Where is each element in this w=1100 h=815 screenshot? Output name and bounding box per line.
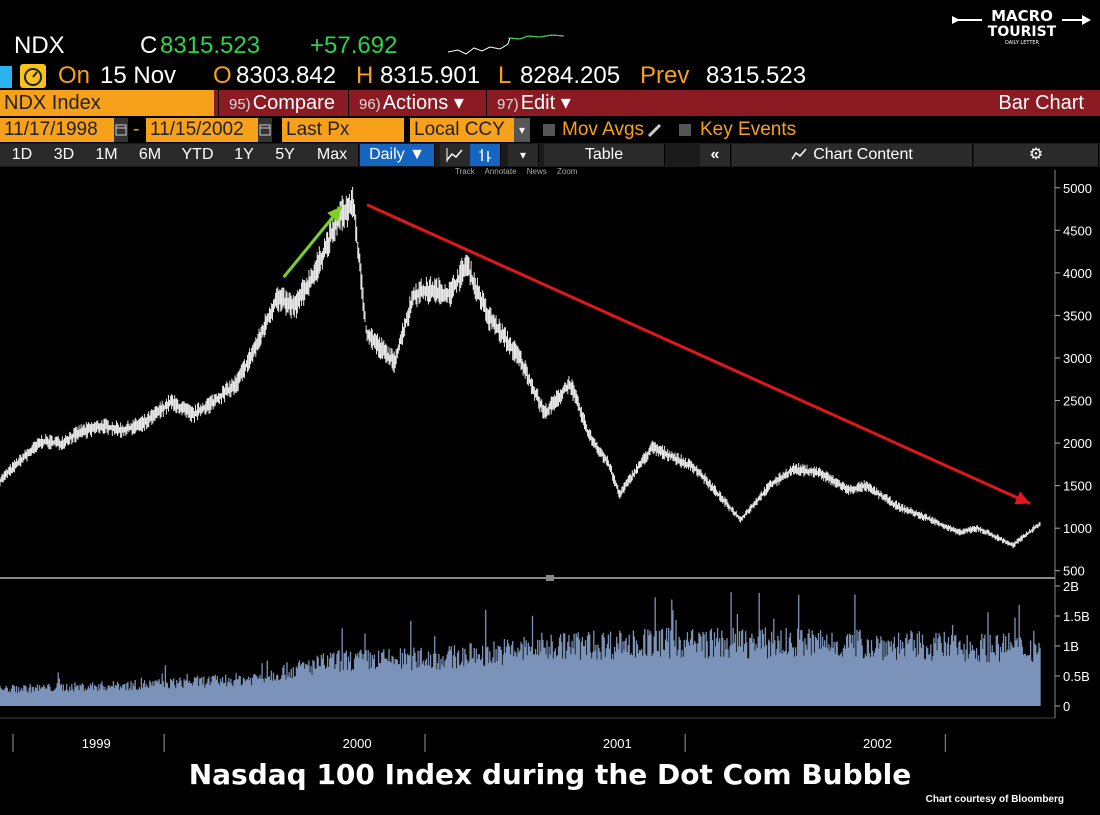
price-tick-label: 1500 — [1063, 479, 1092, 494]
end-calendar-icon[interactable] — [258, 118, 272, 142]
key-events-checkbox[interactable] — [679, 124, 691, 136]
chart-content-button[interactable]: Chart Content — [732, 144, 973, 166]
chart-content-icon — [791, 148, 807, 160]
high-value: 8315.901 — [380, 62, 481, 89]
mov-avgs-checkbox[interactable] — [543, 124, 555, 136]
chart-credit: Chart courtesy of Bloomberg — [925, 794, 1064, 805]
chart-style-dropdown-icon[interactable]: ▾ — [508, 144, 539, 166]
edit-label: Edit ▾ — [520, 92, 571, 114]
price-tick-label: 500 — [1063, 564, 1085, 579]
table-button[interactable]: Table — [544, 144, 665, 166]
panel-divider-handle — [546, 575, 554, 581]
logo-line-2: TOURIST — [988, 24, 1057, 40]
volume-tick-label: 1.5B — [1063, 609, 1090, 624]
security-color-tag — [0, 66, 12, 88]
start-calendar-icon[interactable] — [114, 118, 128, 142]
chart-mini-toolbar: Track Annotate News Zoom — [455, 167, 585, 176]
bar-chart-icon[interactable] — [470, 144, 501, 166]
key-events-label: Key Events — [700, 119, 797, 140]
ticker: NDX — [14, 32, 65, 59]
close-label: C — [140, 32, 158, 59]
edit-button[interactable]: 97) Edit ▾ — [486, 90, 597, 116]
field-select[interactable]: Last Px — [282, 118, 404, 142]
toolbar-dates: 11/17/1998 - 11/15/2002 Last Px Local CC… — [0, 118, 1100, 142]
low-value: 8284.205 — [520, 62, 621, 89]
year-label: 2000 — [343, 736, 372, 751]
macro-tourist-logo: MACRO TOURIST DAILY LETTER — [952, 7, 1091, 46]
chart-type-label: Bar Chart — [998, 92, 1084, 114]
red-arrowhead — [1014, 491, 1031, 505]
quote-line-1: NDX C 8315.523 +57.692 — [0, 30, 1100, 88]
sparkline — [448, 34, 565, 55]
zoom-tool[interactable]: Zoom — [557, 167, 578, 176]
currency-select[interactable]: Local CCY — [410, 118, 518, 142]
prev-label: Prev — [640, 62, 690, 89]
price-tick-label: 4000 — [1063, 266, 1092, 281]
toolbar-main: NDX Index 95) Compare 96) Actions ▾ 97) Edi… — [0, 90, 1100, 116]
volume-tick-label: 1B — [1063, 639, 1079, 654]
end-date-input[interactable]: 11/15/2002 — [146, 118, 260, 142]
range-1d[interactable]: 1D — [0, 144, 45, 166]
edit-number: 97) — [497, 96, 519, 113]
on-label: On — [58, 62, 91, 89]
price-tick-label: 3500 — [1063, 308, 1092, 323]
compare-number: 95) — [229, 96, 251, 113]
settings-gear-icon[interactable]: ⚙ — [974, 144, 1099, 166]
security-input[interactable]: NDX Index — [0, 90, 214, 116]
compare-button[interactable]: 95) Compare — [218, 90, 353, 116]
close-value: 8315.523 — [160, 32, 261, 59]
year-label: 1999 — [82, 736, 111, 751]
green-arrowhead — [327, 206, 342, 222]
low-label: L — [498, 62, 512, 89]
quote-date: 15 Nov — [100, 62, 177, 89]
annotate-tool[interactable]: Annotate — [484, 167, 517, 176]
quote-line-2: On 15 Nov O 8303.842 H 8315.901 L 8284.2… — [0, 62, 1100, 90]
compare-label: Compare — [252, 92, 335, 114]
actions-label: Actions ▾ — [382, 92, 464, 114]
red-trend-arrow — [366, 203, 1031, 505]
frequency-select[interactable]: Daily ▼ — [360, 144, 435, 166]
range-1m[interactable]: 1M — [84, 144, 130, 166]
price-tick-label: 5000 — [1063, 181, 1092, 196]
collapse-left-icon[interactable]: « — [700, 144, 731, 166]
price-tick-label: 2000 — [1063, 436, 1092, 451]
news-tool[interactable]: News — [526, 167, 547, 176]
chart-caption: Nasdaq 100 Index during the Dot Com Bubb… — [188, 758, 912, 791]
year-label: 2001 — [603, 736, 632, 751]
actions-number: 96) — [359, 96, 381, 113]
open-label: O — [213, 62, 232, 89]
toolbar-ranges: 1D 3D 1M 6M YTD 1Y 5Y Max Daily ▼ ▾ Tabl… — [0, 143, 1100, 167]
volume-tick-label: 0.5B — [1063, 669, 1090, 684]
date-range-dash: - — [133, 119, 140, 140]
price-bars — [0, 187, 1041, 549]
pencil-icon[interactable] — [647, 122, 663, 138]
green-trend-arrow — [282, 205, 343, 279]
range-max[interactable]: Max — [306, 144, 359, 166]
logo-line-3: DAILY LETTER — [1005, 40, 1040, 46]
volume-bars — [0, 592, 1041, 706]
chart-content-label: Chart Content — [813, 146, 913, 163]
logo-line-1: MACRO — [991, 7, 1053, 25]
high-label: H — [356, 62, 374, 89]
price-tick-label: 2500 — [1063, 394, 1092, 409]
year-label: 2002 — [863, 736, 892, 751]
volume-tick-label: 0 — [1063, 699, 1070, 714]
open-value: 8303.842 — [236, 62, 337, 89]
speedometer-icon — [20, 64, 46, 88]
track-tool[interactable]: Track — [455, 167, 475, 176]
mov-avgs-label: Mov Avgs — [562, 119, 645, 140]
price-tick-label: 3000 — [1063, 351, 1092, 366]
prev-value: 8315.523 — [706, 62, 807, 89]
volume-tick-label: 2B — [1063, 579, 1079, 594]
price-tick-label: 1000 — [1063, 521, 1092, 536]
price-tick-label: 4500 — [1063, 223, 1092, 238]
start-date-input[interactable]: 11/17/1998 — [0, 118, 116, 142]
currency-dropdown-icon[interactable]: ▾ — [514, 118, 530, 142]
actions-button[interactable]: 96) Actions ▾ — [348, 90, 491, 116]
change-value: +57.692 — [310, 32, 398, 59]
